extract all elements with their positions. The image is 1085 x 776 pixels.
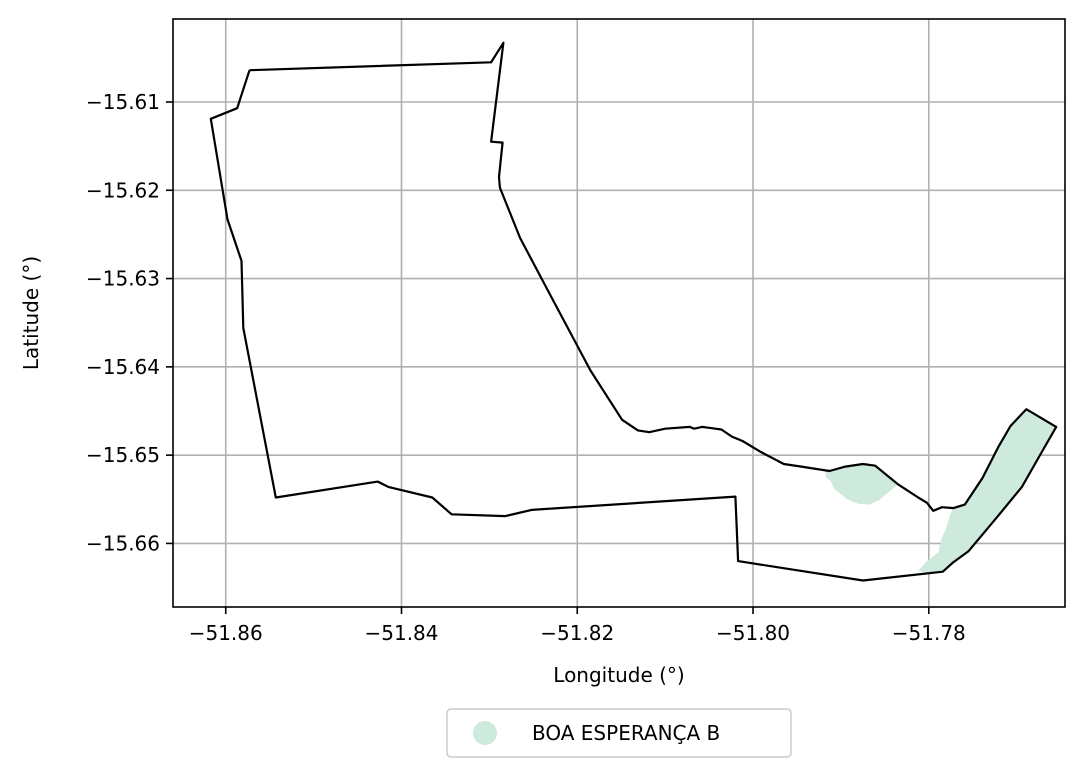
x-tick-label-3: −51.80 (716, 621, 790, 645)
y-tick-label-2: −15.63 (86, 267, 160, 291)
boundary-outline (209, 41, 1058, 582)
x-tick-label-0: −51.86 (189, 621, 263, 645)
x-tick-label-1: −51.84 (364, 621, 438, 645)
legend-label: BOA ESPERANÇA B (532, 721, 720, 745)
y-axis-ticks: −15.61 −15.62 −15.63 −15.64 −15.65 −15.66 (86, 90, 173, 555)
y-tick-label-0: −15.61 (86, 90, 160, 114)
area-boa-esperanca-b-part-1 (918, 409, 1057, 574)
legend-marker (473, 721, 497, 745)
x-axis-title: Longitude (°) (553, 663, 684, 687)
area-fills (825, 409, 1057, 574)
y-tick-label-5: −15.66 (86, 531, 160, 555)
x-axis-ticks: −51.86 −51.84 −51.82 −51.80 −51.78 (189, 607, 966, 645)
y-tick-label-1: −15.62 (86, 178, 160, 202)
plot-frame (172, 18, 1066, 608)
y-axis-title: Latitude (°) (19, 256, 43, 370)
legend-box (446, 708, 792, 758)
property-boundary-line (209, 41, 1058, 582)
x-tick-label-4: −51.78 (892, 621, 966, 645)
area-boa-esperanca-b-part-0 (825, 464, 898, 505)
x-tick-label-2: −51.82 (540, 621, 614, 645)
grid-lines (173, 19, 1065, 607)
y-tick-label-3: −15.64 (86, 355, 160, 379)
legend: BOA ESPERANÇA B (446, 708, 792, 758)
y-tick-label-4: −15.65 (86, 443, 160, 467)
